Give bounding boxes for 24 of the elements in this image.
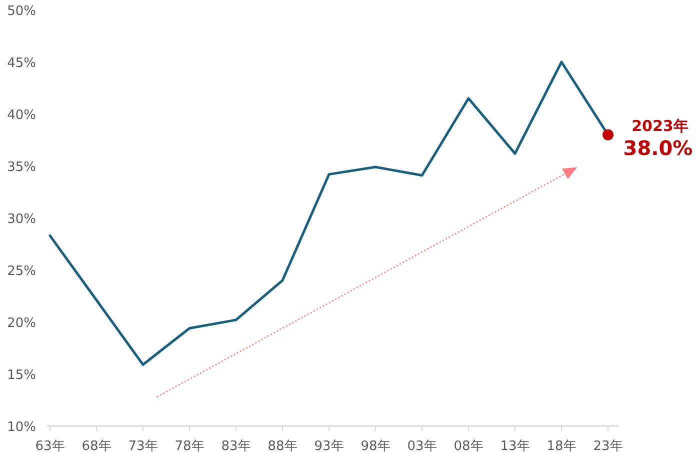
y-tick-label: 45% — [7, 56, 36, 71]
x-tick-label: 98年 — [360, 439, 390, 454]
x-tick-label: 88年 — [268, 439, 298, 454]
y-tick-label: 35% — [7, 160, 36, 175]
x-tick-label: 18年 — [546, 439, 576, 454]
y-tick-label: 30% — [7, 212, 36, 227]
x-tick-label: 23年 — [593, 439, 623, 454]
x-tick-label: 83年 — [221, 439, 251, 454]
y-tick-label: 25% — [7, 264, 36, 279]
y-tick-label: 15% — [7, 368, 36, 383]
x-tick-label: 78年 — [174, 439, 204, 454]
x-tick-label: 68年 — [82, 439, 112, 454]
y-tick-label: 10% — [7, 420, 36, 435]
annotation: 2023年 — [632, 116, 688, 135]
x-tick-label: 93年 — [314, 439, 344, 454]
y-tick-label: 20% — [7, 316, 36, 331]
x-tick-label: 08年 — [454, 439, 484, 454]
x-tick-label: 03年 — [407, 439, 437, 454]
x-tick-label: 63年 — [35, 439, 65, 454]
y-tick-label: 50% — [7, 4, 36, 19]
annotation: 38.0% — [623, 136, 693, 160]
x-tick-label: 73年 — [128, 439, 158, 454]
y-tick-label: 40% — [7, 108, 36, 123]
x-tick-label: 13年 — [500, 439, 530, 454]
